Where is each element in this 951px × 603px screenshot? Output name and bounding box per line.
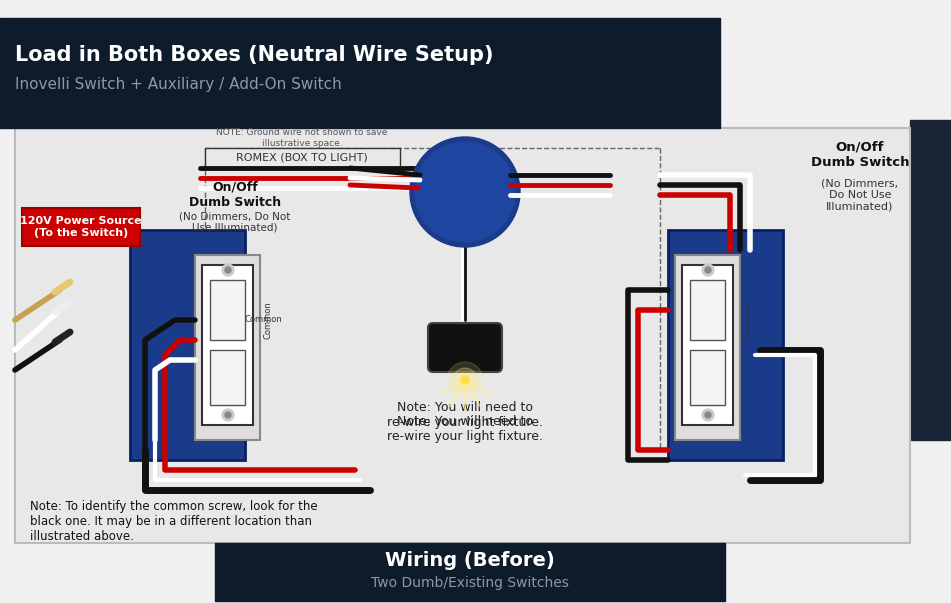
Text: Common: Common: [244, 315, 281, 324]
FancyBboxPatch shape: [668, 230, 783, 460]
Circle shape: [225, 267, 231, 273]
Circle shape: [453, 368, 477, 392]
FancyBboxPatch shape: [682, 265, 733, 425]
FancyBboxPatch shape: [428, 323, 502, 372]
FancyBboxPatch shape: [675, 255, 740, 440]
Circle shape: [461, 376, 469, 384]
Text: Inovelli Switch + Auxiliary / Add-On Switch: Inovelli Switch + Auxiliary / Add-On Swi…: [15, 78, 341, 92]
FancyBboxPatch shape: [0, 18, 720, 128]
FancyBboxPatch shape: [215, 543, 725, 601]
Text: Note: To identify the common screw, look for the
black one. It may be in a diffe: Note: To identify the common screw, look…: [30, 500, 318, 543]
Text: (No Dimmers,
Do Not Use
Illuminated): (No Dimmers, Do Not Use Illuminated): [822, 178, 899, 212]
Text: Common: Common: [744, 301, 752, 339]
FancyBboxPatch shape: [130, 230, 245, 460]
Text: Note: You will need to
re-wire your light fixture.: Note: You will need to re-wire your ligh…: [387, 401, 543, 429]
FancyBboxPatch shape: [690, 350, 725, 405]
Text: 120V Power Source
(To the Switch): 120V Power Source (To the Switch): [20, 216, 142, 238]
Circle shape: [705, 267, 711, 273]
Text: Two Dumb/Existing Switches: Two Dumb/Existing Switches: [371, 576, 569, 590]
Text: (No Dimmers, Do Not
Use Illuminated): (No Dimmers, Do Not Use Illuminated): [180, 211, 291, 233]
Text: Common: Common: [263, 301, 273, 339]
Text: Load in Both Boxes (Neutral Wire Setup): Load in Both Boxes (Neutral Wire Setup): [15, 45, 494, 65]
FancyBboxPatch shape: [690, 280, 725, 340]
FancyBboxPatch shape: [910, 120, 951, 440]
Circle shape: [702, 409, 714, 421]
FancyBboxPatch shape: [210, 350, 245, 405]
Text: Wiring (Before): Wiring (Before): [385, 552, 554, 570]
FancyBboxPatch shape: [22, 208, 140, 246]
Circle shape: [447, 362, 483, 398]
Circle shape: [702, 264, 714, 276]
Text: NOTE: Ground wire not shown to save
illustrative space.: NOTE: Ground wire not shown to save illu…: [216, 128, 388, 148]
FancyBboxPatch shape: [15, 128, 910, 543]
Circle shape: [222, 264, 234, 276]
FancyBboxPatch shape: [205, 148, 400, 168]
Text: On/Off
Dumb Switch: On/Off Dumb Switch: [811, 141, 909, 169]
Circle shape: [225, 412, 231, 418]
Circle shape: [705, 412, 711, 418]
FancyBboxPatch shape: [210, 280, 245, 340]
Circle shape: [222, 409, 234, 421]
Text: ROMEX (BOX TO LIGHT): ROMEX (BOX TO LIGHT): [236, 153, 368, 163]
FancyBboxPatch shape: [202, 265, 253, 425]
Text: Note: You will need to
re-wire your light fixture.: Note: You will need to re-wire your ligh…: [387, 415, 543, 443]
Circle shape: [459, 374, 471, 386]
Circle shape: [415, 142, 515, 242]
FancyBboxPatch shape: [195, 255, 260, 440]
Text: On/Off
Dumb Switch: On/Off Dumb Switch: [189, 181, 281, 209]
Circle shape: [410, 137, 520, 247]
